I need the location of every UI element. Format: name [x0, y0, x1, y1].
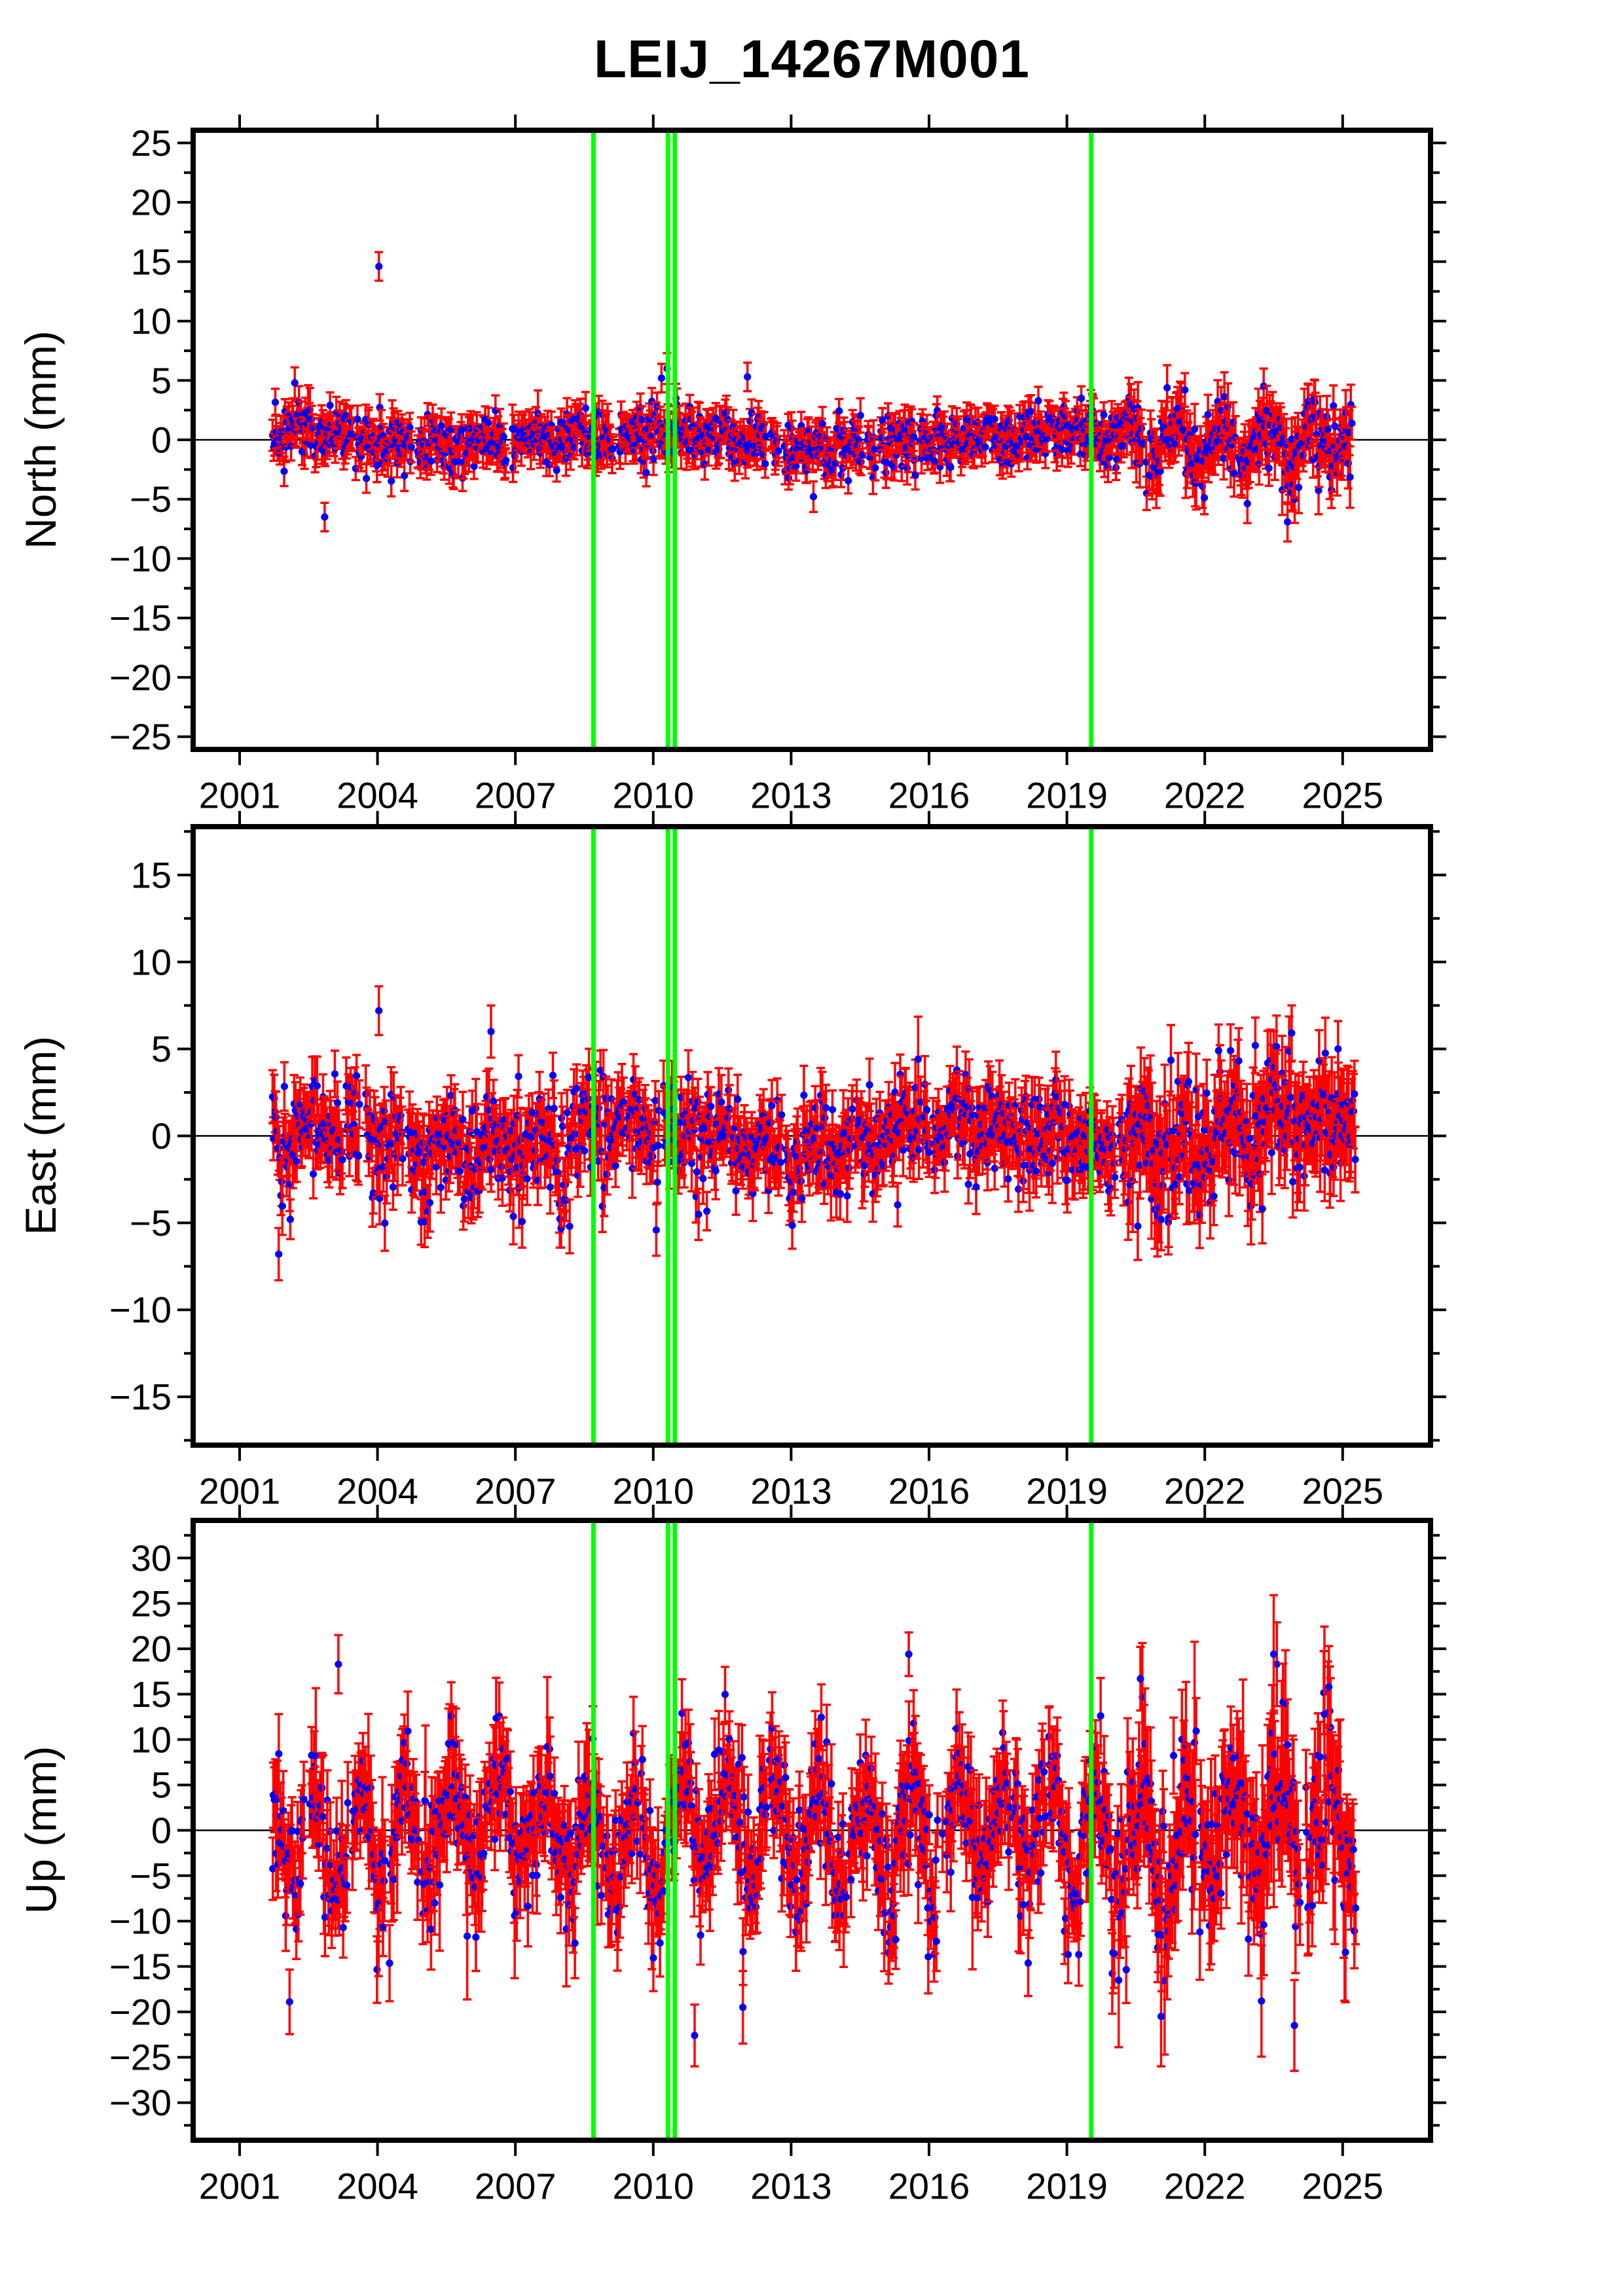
north-x-tick-labels: 2001 2004 2007 2010 2013 2016 2019 2022 2025: [199, 775, 1383, 816]
year-tick-label: 2022: [1164, 2166, 1246, 2207]
north-y-tick-label: 5: [151, 360, 172, 401]
north-event-lines: [591, 130, 1094, 749]
up-y-tick-label: −5: [130, 1855, 172, 1896]
north-y-tick-label: 25: [131, 122, 172, 164]
up-y-tick-label: 0: [151, 1810, 172, 1851]
up-y-tick-label: −25: [109, 2037, 172, 2078]
year-tick-label: 2019: [1026, 2166, 1108, 2207]
year-tick-label: 2013: [750, 2166, 832, 2207]
year-tick-label: 2010: [613, 2166, 695, 2207]
chart-title: LEIJ_14267M001: [594, 29, 1030, 89]
east-y-tick-label: 5: [151, 1028, 172, 1069]
north-y-tick-label: 15: [131, 241, 172, 282]
up-y-tick-label: −20: [109, 1991, 172, 2032]
up-y-tick-label: 25: [131, 1583, 172, 1624]
north-y-tick-label: 0: [151, 420, 172, 461]
up-y-tick-label: 20: [131, 1628, 172, 1670]
north-y-tick-label: −15: [109, 598, 172, 639]
up-y-tick-label: −30: [109, 2082, 172, 2123]
year-tick-label: 2007: [475, 2166, 556, 2207]
year-tick-label: 2007: [475, 775, 556, 816]
east-y-tick-label: 15: [131, 854, 172, 895]
year-tick-label: 2016: [888, 2166, 970, 2207]
up-data-points: [268, 1594, 1360, 2072]
up-y-tick-label: 15: [131, 1674, 172, 1715]
up-y-tick-label: −10: [109, 1901, 172, 1942]
east-ticks: [177, 811, 1446, 1461]
north-y-tick-label: −20: [109, 656, 172, 698]
north-y-tick-label: −5: [130, 478, 172, 520]
north-y-tick-label: 10: [131, 300, 172, 342]
north-data-points: [268, 251, 1357, 543]
year-tick-label: 2013: [750, 775, 832, 816]
north-ticks: [177, 115, 1446, 765]
year-tick-label: 2001: [199, 775, 281, 816]
north-y-tick-label: 20: [131, 182, 172, 223]
east-y-tick-label: −10: [109, 1289, 172, 1331]
year-tick-label: 2001: [199, 2166, 281, 2207]
up-y-tick-label: 5: [151, 1765, 172, 1806]
north-y-tick-label: −10: [109, 538, 172, 579]
east-y-tick-label: 10: [131, 941, 172, 982]
up-y-tick-label: 30: [131, 1537, 172, 1579]
year-tick-label: 2025: [1302, 775, 1384, 816]
east-y-tick-label: −5: [130, 1202, 172, 1244]
up-y-tick-label: −15: [109, 1946, 172, 1987]
year-tick-label: 2016: [888, 775, 970, 816]
year-tick-label: 2019: [1026, 775, 1108, 816]
east-y-tick-label: −15: [109, 1376, 172, 1418]
year-tick-label: 2004: [337, 775, 418, 816]
year-tick-label: 2004: [337, 2166, 418, 2207]
north-panel: 25 20 15 10 5 0 −5 −10 −15 −20 −25 2001 2004 2007 2010…: [109, 115, 1446, 816]
up-event-lines: [591, 1520, 1094, 2140]
year-tick-label: 2022: [1164, 775, 1246, 816]
east-y-tick-label: 0: [151, 1115, 172, 1157]
year-tick-label: 2025: [1302, 2166, 1384, 2207]
north-y-tick-label: −25: [109, 716, 172, 757]
up-y-tick-label: 10: [131, 1719, 172, 1760]
year-tick-label: 2010: [613, 775, 695, 816]
up-ticks: [177, 1505, 1446, 2156]
east-y-tick-labels: 15 10 5 0 −5 −10 −15: [109, 854, 172, 1417]
east-data-points: [268, 985, 1360, 1282]
north-y-tick-labels: 25 20 15 10 5 0 −5 −10 −15 −20 −25: [109, 122, 172, 757]
up-x-tick-labels: 2001 2004 2007 2010 2013 2016 2019 2022 2025: [199, 2166, 1383, 2207]
east-event-lines: [591, 827, 1094, 1445]
